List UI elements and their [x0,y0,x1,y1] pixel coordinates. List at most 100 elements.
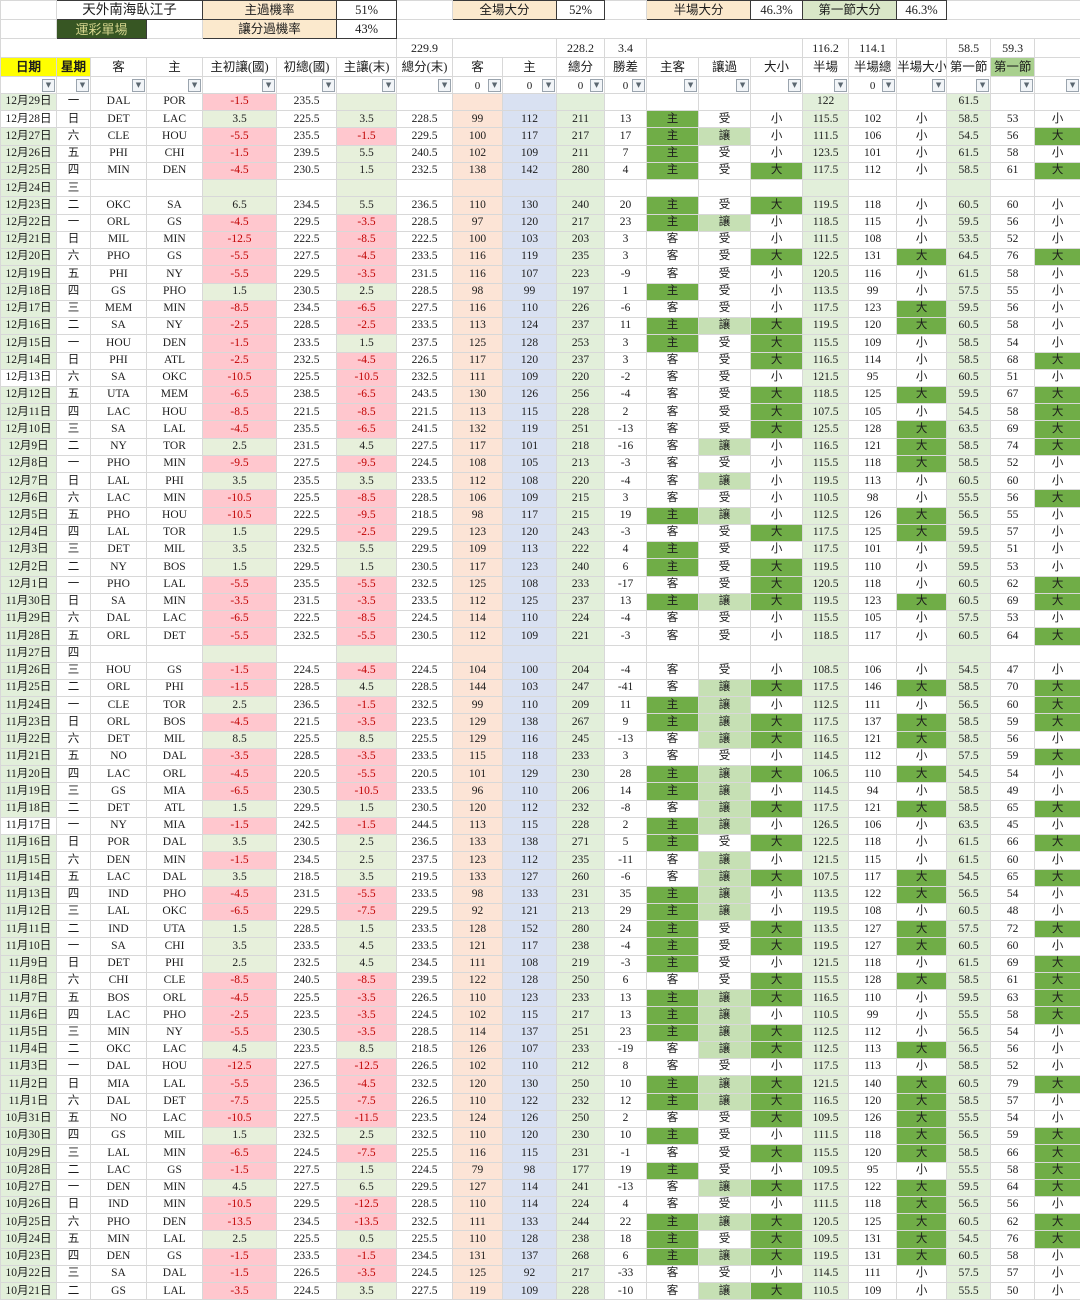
filter-dropdown-icon[interactable]: ▼ [132,79,145,92]
half-cell: 112.5 [803,1024,849,1041]
spacer [647,39,803,58]
away-score-cell: 115 [453,748,503,765]
q1-total-cell: 48 [991,904,1035,921]
filter-dropdown-icon[interactable]: ▼ [188,79,201,92]
home-cell: DET [147,628,203,645]
filter-q1-total[interactable]: ▼ [991,77,1035,94]
home-away-cell [647,645,699,662]
filter-close-total[interactable]: ▼ [397,77,453,94]
over-under-cell: 大 [751,576,803,593]
cover-cell: 讓 [699,507,751,524]
home-cell: DAL [147,835,203,852]
filter-margin[interactable]: 0▼ [605,77,647,94]
full-over-rate-value: 52% [557,1,605,20]
over-under-cell: 大 [751,1214,803,1231]
date-cell: 11月28日 [1,628,57,645]
filter-home[interactable]: ▼ [147,77,203,94]
filter-dropdown-icon[interactable]: ▼ [590,79,603,92]
filter-home-score[interactable]: 0▼ [503,77,557,94]
q1-cell: 55.5 [947,1283,991,1300]
filter-total[interactable]: 0▼ [557,77,605,94]
half-ou-cell: 小 [897,283,947,300]
open-line-cell: 3.5 [203,542,277,559]
filter-half-ou[interactable]: ▼ [897,77,947,94]
home-score-cell: 138 [503,714,557,731]
margin-cell: 2 [605,817,647,834]
filter-dropdown-icon[interactable]: ▼ [488,79,501,92]
q1-ou-cell: 小 [1035,886,1080,903]
filter-dropdown-icon[interactable]: ▼ [932,79,945,92]
filter-dropdown-icon[interactable]: ▼ [438,79,451,92]
close-total-cell: 233.5 [397,473,453,490]
half-cell: 125.5 [803,421,849,438]
open-total-cell: 236.5 [277,1076,337,1093]
filter-open-line[interactable]: ▼ [203,77,277,94]
filter-over-under[interactable]: ▼ [751,77,803,94]
home-away-cell: 客 [647,679,699,696]
q1-total-cell: 62 [991,576,1035,593]
date-cell: 11月10日 [1,938,57,955]
half-cell: 110.5 [803,1283,849,1300]
filter-dropdown-icon[interactable]: ▼ [322,79,335,92]
filter-home-away[interactable]: ▼ [647,77,699,94]
filter-dropdown-icon[interactable]: ▼ [262,79,275,92]
filter-close-line[interactable]: ▼ [337,77,397,94]
half-cell: 120.5 [803,576,849,593]
q1-ou-cell: 小 [1035,1248,1080,1265]
half-ou-cell: 小 [897,628,947,645]
close-total-cell: 224.5 [397,662,453,679]
filter-away[interactable]: ▼ [91,77,147,94]
filter-dropdown-icon[interactable]: ▼ [42,79,55,92]
total-cell: 268 [557,1248,605,1265]
cover-cell: 受 [699,662,751,679]
half-ou-cell [897,94,947,111]
filter-dropdown-icon[interactable]: ▼ [76,79,89,92]
filter-half[interactable]: ▼ [803,77,849,94]
filter-date[interactable]: ▼ [1,77,57,94]
margin-cell: 23 [605,214,647,231]
away-score-cell: 99 [453,697,503,714]
home-cell: MIL [147,731,203,748]
filter-dropdown-icon[interactable]: ▼ [1066,79,1079,92]
margin-cell: 6 [605,972,647,989]
filter-dropdown-icon[interactable]: ▼ [542,79,555,92]
half-total-cell: 118 [849,1128,897,1145]
close-total-cell: 234.5 [397,1248,453,1265]
open-total-cell: 232.5 [277,955,337,972]
close-total-cell: 232.5 [397,162,453,179]
filter-dropdown-icon[interactable]: ▼ [382,79,395,92]
filter-dropdown-icon[interactable]: ▼ [1020,79,1033,92]
filter-dropdown-icon[interactable]: ▼ [976,79,989,92]
filter-dropdown-icon[interactable]: ▼ [736,79,749,92]
filter-cover[interactable]: ▼ [699,77,751,94]
filter-dropdown-icon[interactable]: ▼ [788,79,801,92]
open-total-cell: 227.5 [277,1162,337,1179]
filter-open-total[interactable]: ▼ [277,77,337,94]
date-cell: 12月6日 [1,490,57,507]
filter-q1-ou[interactable]: ▼ [1035,77,1080,94]
q1-ou-cell: 大 [1035,835,1080,852]
filter-dropdown-icon[interactable]: ▼ [632,79,645,92]
cover-cell: 受 [699,1059,751,1076]
q1-cell: 55.5 [947,1007,991,1024]
half-ou-cell: 小 [897,231,947,248]
q1-ou-cell: 小 [1035,1110,1080,1127]
weekday-cell: 二 [57,318,91,335]
filter-dropdown-icon[interactable]: ▼ [882,79,895,92]
q1-cell: 56.5 [947,1128,991,1145]
filter-half-total[interactable]: 0▼ [849,77,897,94]
filter-away-score[interactable]: 0▼ [453,77,503,94]
filter-dropdown-icon[interactable]: ▼ [684,79,697,92]
avg-half-total: 114.1 [849,39,897,58]
home-cell: MEM [147,386,203,403]
filter-weekday[interactable]: ▼ [57,77,91,94]
filter-value: 0 [623,81,629,92]
filter-dropdown-icon[interactable]: ▼ [834,79,847,92]
cover-cell: 受 [699,1162,751,1179]
filter-q1[interactable]: ▼ [947,77,991,94]
